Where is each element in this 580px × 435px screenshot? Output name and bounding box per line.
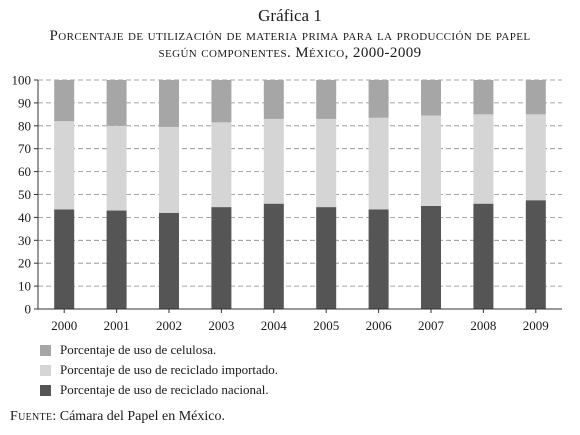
bar-celulosa-2003	[211, 80, 232, 123]
bar-celulosa-2002	[159, 80, 179, 127]
bar-reciclado-nacional-2006	[368, 209, 389, 309]
bar-reciclado-importado-2002	[159, 126, 179, 213]
legend-label-reciclado-importado: Porcentaje de uso de reciclado importado…	[60, 362, 279, 377]
bar-reciclado-nacional-2001	[106, 210, 127, 309]
x-tick-label-2003: 2003	[208, 318, 234, 333]
bar-reciclado-importado-2009	[525, 114, 546, 201]
y-tick-label-40: 40	[18, 210, 31, 225]
y-tick-label-0: 0	[25, 302, 32, 317]
source-note: Fuente: Cámara del Papel en México.	[10, 409, 225, 425]
legend-label-celulosa: Porcentaje de uso de celulosa.	[60, 342, 217, 357]
bar-celulosa-2000	[54, 80, 75, 122]
bar-celulosa-2009	[525, 80, 546, 115]
figure-label: Gráfica 1	[258, 6, 322, 25]
bar-reciclado-nacional-2004	[263, 203, 284, 309]
bar-reciclado-nacional-2007	[421, 205, 441, 309]
bar-reciclado-nacional-2000	[54, 209, 75, 309]
y-tick-label-60: 60	[18, 164, 31, 179]
legend-swatch-reciclado-importado	[40, 365, 51, 376]
x-tick-label-2007: 2007	[418, 318, 445, 333]
bar-reciclado-nacional-2008	[473, 203, 494, 309]
x-tick-label-2002: 2002	[156, 318, 182, 333]
x-tick-label-2004: 2004	[261, 318, 288, 333]
y-tick-label-70: 70	[18, 141, 31, 156]
bar-reciclado-importado-2001	[106, 125, 127, 211]
x-tick-label-2008: 2008	[470, 318, 496, 333]
bar-reciclado-nacional-2005	[316, 207, 337, 309]
legend-swatch-reciclado-nacional	[40, 385, 51, 396]
bar-reciclado-nacional-2009	[525, 200, 546, 309]
bar-reciclado-nacional-2003	[211, 207, 232, 309]
bar-reciclado-importado-2003	[211, 122, 232, 208]
bar-celulosa-2008	[473, 80, 494, 115]
bar-celulosa-2004	[263, 80, 284, 119]
source-text: : Cámara del Papel en México.	[52, 409, 225, 424]
bar-reciclado-importado-2007	[421, 115, 441, 206]
x-tick-label-2009: 2009	[523, 318, 549, 333]
legend-swatch-celulosa	[40, 345, 51, 356]
bar-celulosa-2005	[316, 80, 337, 119]
bar-reciclado-importado-2000	[54, 121, 75, 210]
bar-reciclado-importado-2008	[473, 114, 494, 204]
x-tick-label-2006: 2006	[366, 318, 393, 333]
x-tick-label-2001: 2001	[104, 318, 130, 333]
bar-reciclado-importado-2006	[368, 117, 389, 210]
bar-celulosa-2001	[106, 80, 127, 126]
legend-label-reciclado-nacional: Porcentaje de uso de reciclado nacional.	[60, 382, 269, 397]
bar-celulosa-2006	[368, 80, 389, 118]
bar-reciclado-importado-2005	[316, 118, 337, 208]
chart-title-line-1: Porcentaje de utilización de materia pri…	[49, 28, 531, 44]
source-label: Fuente	[10, 409, 53, 424]
y-tick-label-90: 90	[18, 95, 31, 110]
y-tick-label-100: 100	[12, 73, 32, 88]
bar-celulosa-2007	[421, 80, 441, 116]
y-tick-label-50: 50	[18, 187, 31, 202]
y-tick-label-20: 20	[18, 256, 31, 271]
y-tick-label-80: 80	[18, 118, 31, 133]
bar-reciclado-nacional-2002	[159, 212, 179, 309]
y-tick-label-10: 10	[18, 279, 31, 294]
x-tick-label-2005: 2005	[313, 318, 339, 333]
y-tick-label-30: 30	[18, 233, 31, 248]
chart-title-line-2: según componentes. México, 2000-2009	[158, 45, 422, 61]
x-tick-label-2000: 2000	[51, 318, 77, 333]
bar-reciclado-importado-2004	[263, 118, 284, 204]
